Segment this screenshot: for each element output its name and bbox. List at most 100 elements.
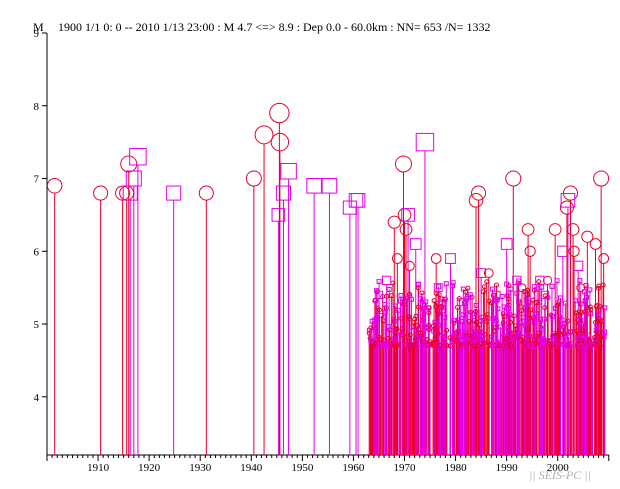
event-marker-square xyxy=(557,245,569,257)
event-marker-square xyxy=(374,290,384,300)
dense-marker-circle xyxy=(465,285,471,291)
dense-marker-square xyxy=(537,316,543,322)
event-marker-circle xyxy=(471,185,487,201)
dense-marker-circle xyxy=(400,326,406,332)
dense-marker-circle xyxy=(415,304,421,310)
dense-marker-square xyxy=(578,301,584,307)
dense-marker-circle xyxy=(588,306,594,312)
dense-marker-square xyxy=(451,318,457,324)
dense-marker-circle xyxy=(436,292,442,298)
dense-marker-square xyxy=(462,341,468,347)
dense-marker-square xyxy=(556,314,562,320)
dense-marker-square xyxy=(527,343,533,349)
dense-marker-circle xyxy=(512,323,518,329)
dense-marker-circle xyxy=(407,342,413,348)
dense-marker-square xyxy=(442,314,448,320)
dense-marker-square xyxy=(554,278,560,284)
event-marker-circle xyxy=(245,170,262,187)
event-marker-square xyxy=(476,268,487,279)
dense-marker-square xyxy=(525,332,531,338)
dense-marker-circle xyxy=(466,318,472,324)
dense-marker-square xyxy=(495,306,501,312)
dense-marker-square xyxy=(511,334,517,340)
event-marker-circle xyxy=(468,193,484,208)
event-marker-square xyxy=(433,283,443,293)
dense-marker-square xyxy=(558,295,564,301)
dense-marker-square xyxy=(392,303,398,309)
event-marker-square xyxy=(573,260,584,271)
dense-marker-square xyxy=(480,334,486,340)
dense-marker-circle xyxy=(431,343,437,349)
dense-marker-square xyxy=(436,284,442,290)
x-tick-label: 1960 xyxy=(342,462,365,474)
event-marker-square xyxy=(512,275,522,286)
dense-marker-circle xyxy=(482,340,488,346)
dense-marker-square xyxy=(460,312,466,318)
dense-marker-circle xyxy=(484,312,490,318)
dense-marker-circle xyxy=(524,343,530,349)
dense-marker-circle xyxy=(565,318,571,324)
dense-marker-circle xyxy=(476,322,482,328)
dense-marker-square xyxy=(580,323,586,329)
dense-marker-circle xyxy=(426,310,432,316)
x-tick-label: 1980 xyxy=(445,462,468,474)
event-marker-circle xyxy=(542,275,553,286)
dense-marker-circle xyxy=(530,297,536,303)
event-marker-square xyxy=(445,253,456,264)
dense-marker-square xyxy=(392,336,398,342)
dense-marker-circle xyxy=(500,320,506,326)
dense-marker-circle xyxy=(401,301,407,307)
dense-marker-circle xyxy=(493,282,499,288)
dense-marker-circle xyxy=(506,283,512,289)
dense-marker-square xyxy=(382,310,388,316)
event-marker-square xyxy=(271,208,286,222)
event-marker-square xyxy=(321,178,338,194)
dense-marker-square xyxy=(549,283,555,289)
dense-marker-square xyxy=(495,296,501,302)
dense-marker-circle xyxy=(407,316,413,322)
event-marker-circle xyxy=(120,155,138,173)
event-marker-square xyxy=(492,290,501,300)
dense-marker-circle xyxy=(493,324,499,330)
dense-marker-square xyxy=(404,295,410,301)
dense-marker-square xyxy=(556,323,562,329)
y-tick-label: 4 xyxy=(34,392,40,404)
dense-marker-square xyxy=(408,341,414,347)
dense-marker-square xyxy=(478,318,484,324)
event-marker-circle xyxy=(483,268,494,279)
dense-marker-circle xyxy=(484,279,490,285)
dense-marker-circle xyxy=(574,328,580,334)
dense-marker-circle xyxy=(388,293,394,299)
dense-marker-square xyxy=(540,322,546,328)
dense-marker-square xyxy=(421,340,427,346)
dense-marker-circle xyxy=(433,304,439,310)
dense-marker-circle xyxy=(593,304,599,310)
dense-marker-square xyxy=(469,311,475,317)
dense-marker-circle xyxy=(542,305,548,311)
dense-marker-circle xyxy=(415,285,421,291)
event-marker-square xyxy=(439,305,447,314)
dense-marker-square xyxy=(374,288,380,294)
dense-marker-square xyxy=(566,334,572,340)
dense-marker-circle xyxy=(536,330,542,336)
dense-marker-circle xyxy=(579,310,585,316)
dense-marker-square xyxy=(467,292,473,298)
dense-marker-circle xyxy=(592,334,598,340)
dense-marker-square xyxy=(459,318,465,324)
event-marker-circle xyxy=(576,283,586,293)
dense-marker-square xyxy=(369,338,375,344)
dense-marker-circle xyxy=(435,311,441,317)
dense-marker-circle xyxy=(534,300,540,306)
dense-marker-square xyxy=(382,302,388,308)
dense-marker-circle xyxy=(587,304,593,310)
dense-marker-square xyxy=(479,314,485,320)
event-marker-circle xyxy=(548,223,562,236)
event-marker-circle xyxy=(115,185,131,201)
x-tick-label: 1970 xyxy=(394,462,417,474)
dense-marker-circle xyxy=(413,313,419,319)
dense-marker-circle xyxy=(557,330,563,336)
dense-marker-circle xyxy=(484,315,490,321)
dense-marker-square xyxy=(437,342,443,348)
x-tick-label: 1920 xyxy=(138,462,161,474)
